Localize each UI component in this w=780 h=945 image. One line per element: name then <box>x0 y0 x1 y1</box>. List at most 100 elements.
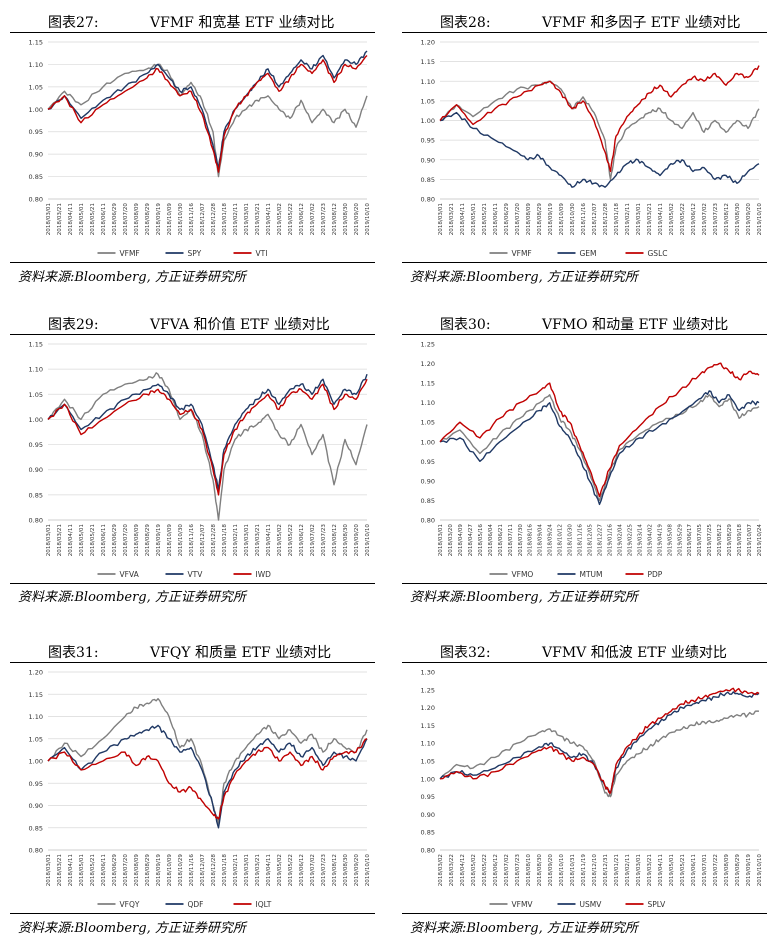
x-tick-label: 2018/09/19 <box>156 854 162 887</box>
y-tick-label: 1.10 <box>421 78 435 86</box>
y-tick-label: 1.05 <box>421 758 435 766</box>
x-tick-label: 2018/10/09 <box>167 854 173 887</box>
y-tick-label: 0.80 <box>29 847 43 855</box>
legend-label: GEM <box>580 249 597 258</box>
y-tick-label: 0.90 <box>421 156 435 164</box>
x-tick-label: 2018/04/11 <box>68 524 74 557</box>
x-tick-label: 2019/04/11 <box>266 854 272 887</box>
series-line-qdf <box>47 724 368 829</box>
y-tick-label: 0.85 <box>29 824 43 832</box>
bottom-rule <box>10 262 375 263</box>
x-tick-label: 2018/04/11 <box>68 854 74 887</box>
x-tick-label: 2019/08/29 <box>735 854 741 887</box>
legend-label: QDF <box>188 900 204 909</box>
x-tick-label: 2018/03/01 <box>438 203 444 236</box>
x-tick-label: 2019/08/29 <box>727 524 733 557</box>
x-tick-label: 2018/10/12 <box>558 524 564 556</box>
y-tick-label: 1.00 <box>29 416 43 424</box>
chart-title-text: VFQY 和质量 ETF 业绩对比 <box>150 645 332 661</box>
x-tick-label: 2018/10/29 <box>178 854 184 887</box>
x-tick-label: 2019/07/02 <box>702 203 708 235</box>
series-line-vfmf <box>47 63 368 178</box>
y-tick-label: 1.00 <box>29 758 43 766</box>
source-note: 资料来源:Bloomberg, 方正证券研究所 <box>410 590 638 605</box>
x-tick-label: 2018/08/09 <box>134 854 140 887</box>
chart-panel-27: 图表27: VFMF 和宽基 ETF 业绩对比 0.80 0.85 0.90 0.95… <box>0 0 380 300</box>
y-tick-label: 0.80 <box>421 196 435 204</box>
x-tick-label: 2018/10/30 <box>568 524 574 557</box>
x-tick-label: 2018/07/02 <box>504 854 510 886</box>
y-tick-label: 0.90 <box>421 477 435 485</box>
x-tick-label: 2019/03/14 <box>637 524 643 557</box>
y-tick-label: 1.00 <box>421 438 435 446</box>
x-tick-label: 2019/04/11 <box>658 854 664 887</box>
x-tick-label: 2019/07/23 <box>321 854 327 887</box>
line-chart: 0.80 0.85 0.90 0.95 1.00 1.05 1.10 1.15 1.20 1.25… <box>421 341 763 580</box>
x-tick-label: 2018/09/24 <box>548 524 554 557</box>
x-tick-label: 2018/06/29 <box>112 203 118 236</box>
x-tick-label: 2018/03/21 <box>57 203 63 236</box>
y-tick-label: 1.25 <box>421 341 435 349</box>
x-tick-label: 2018/05/21 <box>90 524 96 557</box>
x-tick-label: 2018/03/22 <box>449 854 455 886</box>
x-tick-label: 2018/08/16 <box>528 524 534 557</box>
x-tick-label: 2019/08/30 <box>343 524 349 557</box>
series-line-spy <box>47 50 368 169</box>
y-tick-label: 0.80 <box>421 847 435 855</box>
x-tick-label: 2019/01/18 <box>222 524 228 557</box>
series-line-gem <box>439 111 760 188</box>
series-line-vfmo <box>439 394 760 502</box>
x-tick-label: 2018/03/01 <box>46 524 52 557</box>
chart-title-text: VFVA 和价值 ETF 业绩对比 <box>150 317 330 333</box>
chart-panel-30: 图表30: VFMO 和动量 ETF 业绩对比 0.80 0.85 0.90 0.95… <box>392 308 772 618</box>
x-tick-label: 2018/09/19 <box>548 203 554 236</box>
series-line-mtum <box>439 390 760 506</box>
y-tick-label: 1.15 <box>29 39 43 47</box>
x-tick-label: 2018/10/31 <box>570 854 576 887</box>
x-tick-label: 2018/05/01 <box>79 203 85 236</box>
x-tick-label: 2018/08/09 <box>134 524 140 557</box>
x-tick-label: 2019/07/02 <box>310 524 316 556</box>
chart-number: 图表28: <box>440 15 491 31</box>
x-tick-label: 2019/07/05 <box>697 524 703 557</box>
x-tick-label: 2019/09/20 <box>354 203 360 236</box>
x-tick-label: 2019/05/02 <box>277 203 283 235</box>
series-line-iwd <box>47 378 368 496</box>
x-tick-label: 2018/06/11 <box>101 854 107 887</box>
x-tick-label: 2019/06/12 <box>299 854 305 886</box>
chart-title: 图表27: VFMF 和宽基 ETF 业绩对比 <box>0 10 380 32</box>
x-tick-label: 2018/08/29 <box>145 854 151 887</box>
line-chart: 0.80 0.85 0.90 0.95 1.00 1.05 1.10 1.15 2018/03/… <box>29 341 371 580</box>
x-tick-label: 2019/10/10 <box>365 203 371 236</box>
x-tick-label: 2019/05/08 <box>667 524 673 557</box>
legend-label: SPLV <box>648 900 667 909</box>
x-tick-label: 2018/09/20 <box>548 854 554 887</box>
y-tick-label: 0.85 <box>29 491 43 499</box>
x-tick-label: 2018/07/23 <box>515 854 521 887</box>
x-tick-label: 2019/07/23 <box>321 203 327 236</box>
y-tick-label: 1.10 <box>29 366 43 374</box>
y-tick-label: 1.25 <box>421 686 435 694</box>
x-tick-label: 2019/05/21 <box>680 854 686 887</box>
title-rule <box>402 662 767 663</box>
x-tick-label: 2019/04/19 <box>657 524 663 557</box>
x-tick-label: 2019/03/21 <box>255 524 261 557</box>
line-chart: 0.80 0.85 0.90 0.95 1.00 1.05 1.10 1.15 2018/03/… <box>29 39 371 259</box>
x-tick-label: 2018/10/30 <box>178 203 184 236</box>
x-tick-label: 2018/05/01 <box>471 203 477 236</box>
x-tick-label: 2019/09/19 <box>746 854 752 887</box>
x-tick-label: 2019/06/12 <box>691 203 697 235</box>
y-tick-label: 1.10 <box>421 740 435 748</box>
y-tick-label: 1.10 <box>421 399 435 407</box>
x-tick-label: 2019/10/07 <box>747 524 753 557</box>
title-rule <box>402 32 767 33</box>
x-tick-label: 2019/03/01 <box>244 524 250 557</box>
x-tick-label: 2018/11/16 <box>189 203 195 236</box>
x-tick-label: 2018/06/04 <box>488 524 494 557</box>
x-tick-label: 2019/03/01 <box>244 854 250 887</box>
x-tick-label: 2019/08/12 <box>332 203 338 235</box>
legend-label: VFVA <box>120 570 140 579</box>
legend-label: MTUM <box>580 570 603 579</box>
x-tick-label: 2019/08/30 <box>343 203 349 236</box>
x-tick-label: 2018/03/21 <box>449 203 455 236</box>
